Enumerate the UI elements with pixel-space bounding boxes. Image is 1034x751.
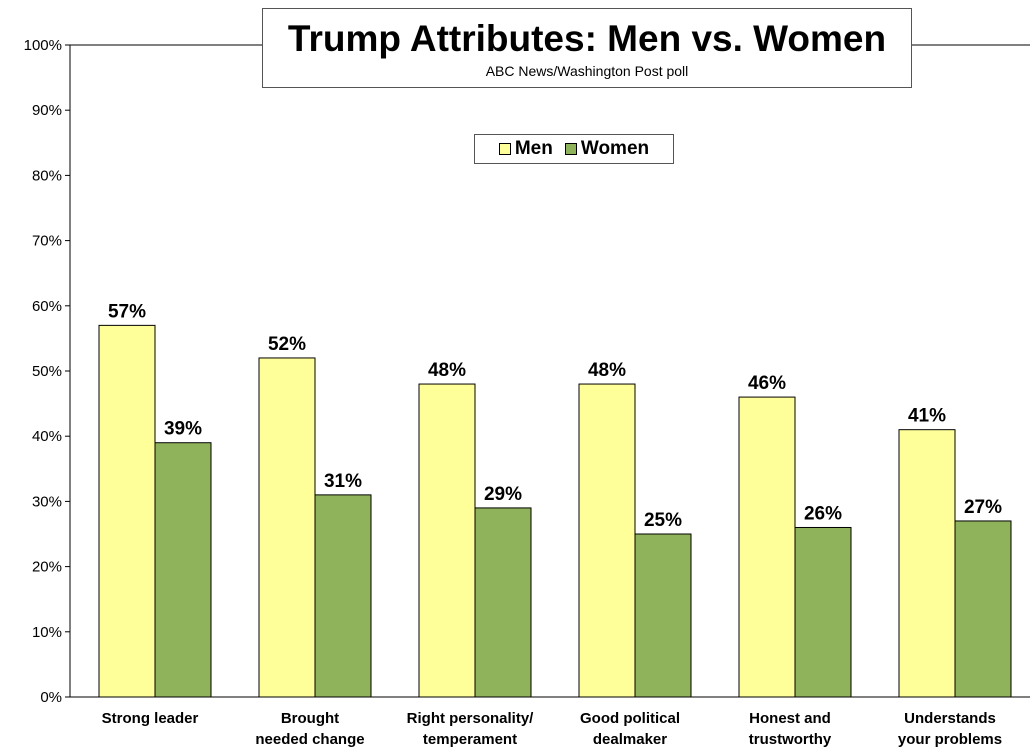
legend-label-women: Women [580, 138, 650, 159]
data-labels: 57% 39% 52% 31% 48% 29% 48% 25% 46% 26% 41% 27% [108, 301, 1002, 531]
legend-item-women: Women [564, 138, 650, 160]
y-tick-label: 100% [24, 37, 62, 54]
bar-men [258, 357, 316, 698]
title-box: Trump Attributes: Men vs. Women ABC News… [262, 8, 912, 88]
bar-women [954, 520, 1012, 698]
y-tick-label: 40% [32, 428, 62, 445]
bar-men [98, 324, 156, 698]
bar-women [634, 533, 692, 698]
y-tick-label: 0% [40, 689, 62, 706]
bar-women [314, 494, 372, 698]
category-labels: Strong leader Brought needed change Right p… [102, 710, 1002, 748]
data-label-women: 39% [164, 419, 202, 440]
y-tick-label: 80% [32, 167, 62, 184]
y-axis: 0% 10% 20% 30% 40% 50% 60% 70% 80% 90% 100% [24, 37, 1030, 706]
y-tick-label: 70% [32, 233, 62, 250]
data-label-men: 41% [908, 406, 946, 427]
data-label-women: 26% [804, 503, 842, 524]
category-label: Strong leader [102, 710, 199, 727]
data-label-men: 46% [748, 373, 786, 394]
legend-swatch-men [498, 143, 511, 155]
bar-men [578, 383, 636, 698]
chart-title: Trump Attributes: Men vs. Women [287, 18, 887, 59]
data-label-men: 52% [268, 334, 306, 355]
chart-subtitle: ABC News/Washington Post poll [485, 63, 689, 79]
y-tick-label: 10% [32, 624, 62, 641]
data-label-women: 25% [644, 510, 682, 531]
bars [98, 324, 1012, 698]
bar-women [794, 526, 852, 698]
bar-women [474, 507, 532, 698]
bar-men [738, 396, 796, 698]
category-label: Honest and trustworthy [749, 710, 832, 748]
legend-swatch-women [564, 143, 577, 155]
category-label: Understands your problems [898, 710, 1002, 748]
y-tick-label: 90% [32, 102, 62, 119]
category-label: Right personality/temperament [407, 710, 535, 748]
bar-men [418, 383, 476, 698]
data-label-women: 29% [484, 484, 522, 505]
category-label: Brought needed change [255, 710, 364, 748]
category-label: Good political dealmaker [580, 710, 680, 748]
data-label-men: 57% [108, 301, 146, 322]
y-tick-label: 30% [32, 493, 62, 510]
bar-men [898, 429, 956, 698]
legend: Men Women [474, 134, 674, 164]
y-tick-label: 60% [32, 298, 62, 315]
legend-item-men: Men [498, 138, 553, 160]
y-tick-label: 20% [32, 559, 62, 576]
legend-label-men: Men [514, 138, 553, 159]
bar-women [154, 442, 212, 698]
data-label-men: 48% [428, 360, 466, 381]
data-label-women: 27% [964, 497, 1002, 518]
y-tick-label: 50% [32, 363, 62, 380]
data-label-women: 31% [324, 471, 362, 492]
data-label-men: 48% [588, 360, 626, 381]
